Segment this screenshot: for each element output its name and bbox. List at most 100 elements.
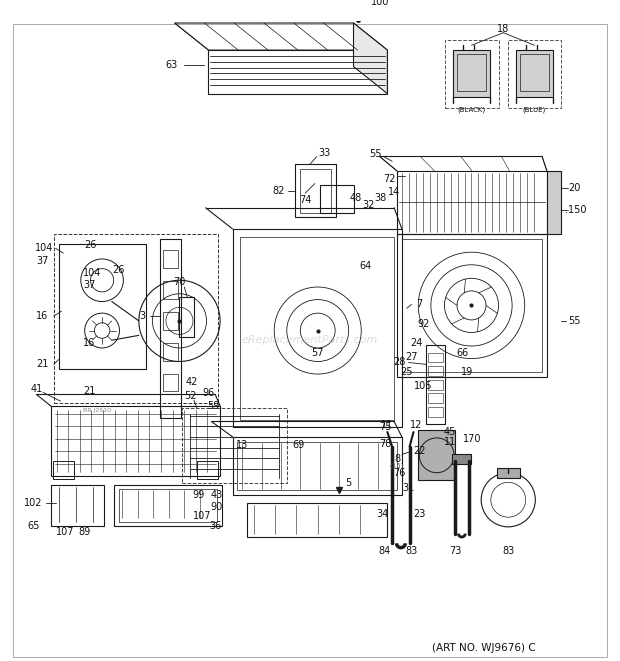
Text: 26: 26 [112,264,125,274]
Bar [51,485,104,526]
Text: 76: 76 [393,468,405,478]
Text: 16: 16 [84,338,95,348]
Text: 37: 37 [36,256,48,266]
Text: 38: 38 [374,193,387,203]
Text: 22: 22 [413,446,425,457]
Bar [179,297,194,337]
Text: (15): (15) [390,463,404,469]
Bar [428,366,443,376]
Text: 20: 20 [568,183,580,194]
Bar [163,281,179,299]
Text: 72: 72 [383,174,396,184]
Text: 69: 69 [292,440,304,449]
Bar [237,442,397,490]
Bar [163,343,179,360]
Bar [445,40,498,108]
Text: 21: 21 [36,360,48,369]
Bar [51,406,220,476]
Text: 19: 19 [461,367,473,377]
Text: (BLUE): (BLUE) [523,107,546,113]
Text: 11: 11 [444,437,456,447]
Text: (BLACK): (BLACK) [458,107,485,113]
Text: 92: 92 [417,319,429,329]
Text: 73: 73 [449,546,461,556]
Bar [428,393,443,403]
Text: 55: 55 [568,316,580,326]
Text: 104: 104 [35,243,53,253]
Text: 66: 66 [457,348,469,358]
Text: 90: 90 [210,502,223,512]
Text: 34: 34 [376,509,389,520]
Bar [426,345,445,424]
Text: 57: 57 [311,348,324,358]
Text: 48: 48 [349,193,361,203]
Bar [53,461,74,479]
Bar [163,312,179,330]
Text: 41: 41 [30,383,42,393]
Text: 78: 78 [379,439,392,449]
Bar [397,234,547,377]
Text: 26: 26 [84,241,97,251]
Bar [516,50,552,97]
Text: 107: 107 [56,527,74,537]
Text: 3: 3 [140,311,146,321]
Text: 65: 65 [27,521,40,531]
Polygon shape [353,23,388,94]
Bar [118,489,217,522]
Text: 32: 32 [362,200,374,210]
Text: 52: 52 [184,391,197,401]
Text: 83: 83 [502,546,515,556]
Bar [163,374,179,391]
Text: 16: 16 [36,311,48,321]
Bar [418,430,455,481]
Bar [54,234,218,403]
Text: .150: .150 [565,205,587,215]
Text: 55: 55 [370,149,382,159]
Text: 99: 99 [193,490,205,500]
Bar [113,485,222,526]
Bar [497,468,520,477]
Text: 59: 59 [207,401,219,411]
Text: 27: 27 [405,352,418,362]
Text: 102: 102 [24,498,43,508]
Text: 14: 14 [388,187,401,197]
Text: 104: 104 [83,268,102,278]
Bar [428,380,443,389]
Text: 96: 96 [202,389,215,399]
Bar [232,437,402,495]
Text: 36: 36 [209,521,221,531]
Text: 12: 12 [410,420,423,430]
Bar [320,186,353,213]
Text: 83: 83 [405,546,418,556]
Text: 24: 24 [410,338,423,348]
Text: eReplacementParts.com: eReplacementParts.com [242,335,378,345]
Text: 82: 82 [272,186,285,196]
Bar [208,50,388,94]
Bar [547,171,562,234]
Text: 64: 64 [359,260,371,271]
Text: 23: 23 [413,509,425,520]
Bar [453,50,490,97]
Bar [241,237,394,420]
Text: 13: 13 [236,440,249,449]
Text: 63: 63 [166,59,178,69]
Text: 37: 37 [83,280,95,290]
Text: 100: 100 [371,0,390,7]
Bar [160,239,182,418]
Bar [300,169,331,213]
Text: 107: 107 [193,511,212,522]
Text: 25: 25 [401,367,413,377]
Text: (ART NO. WJ9676) C: (ART NO. WJ9676) C [432,642,536,652]
Text: 45: 45 [444,427,456,437]
Text: 31: 31 [402,483,415,493]
Text: 18: 18 [497,24,510,34]
Text: 74: 74 [299,195,311,205]
Text: 42: 42 [186,377,198,387]
Text: 70: 70 [173,277,185,287]
Text: 170: 170 [463,434,482,444]
Text: 5: 5 [345,479,352,488]
Text: 28: 28 [393,358,405,368]
Bar [163,251,179,268]
Bar [397,171,547,234]
Text: 89: 89 [79,527,91,537]
